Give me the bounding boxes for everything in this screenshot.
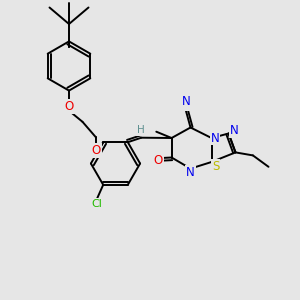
Text: H: H [182, 100, 190, 111]
Text: S: S [212, 160, 219, 173]
Text: N: N [230, 124, 238, 137]
Text: N: N [182, 95, 190, 108]
Text: Cl: Cl [92, 199, 103, 209]
Text: O: O [64, 100, 74, 113]
Text: H: H [137, 125, 145, 135]
Text: O: O [154, 154, 163, 167]
Text: N: N [186, 166, 195, 179]
Text: O: O [92, 144, 100, 158]
Text: N: N [211, 131, 220, 145]
